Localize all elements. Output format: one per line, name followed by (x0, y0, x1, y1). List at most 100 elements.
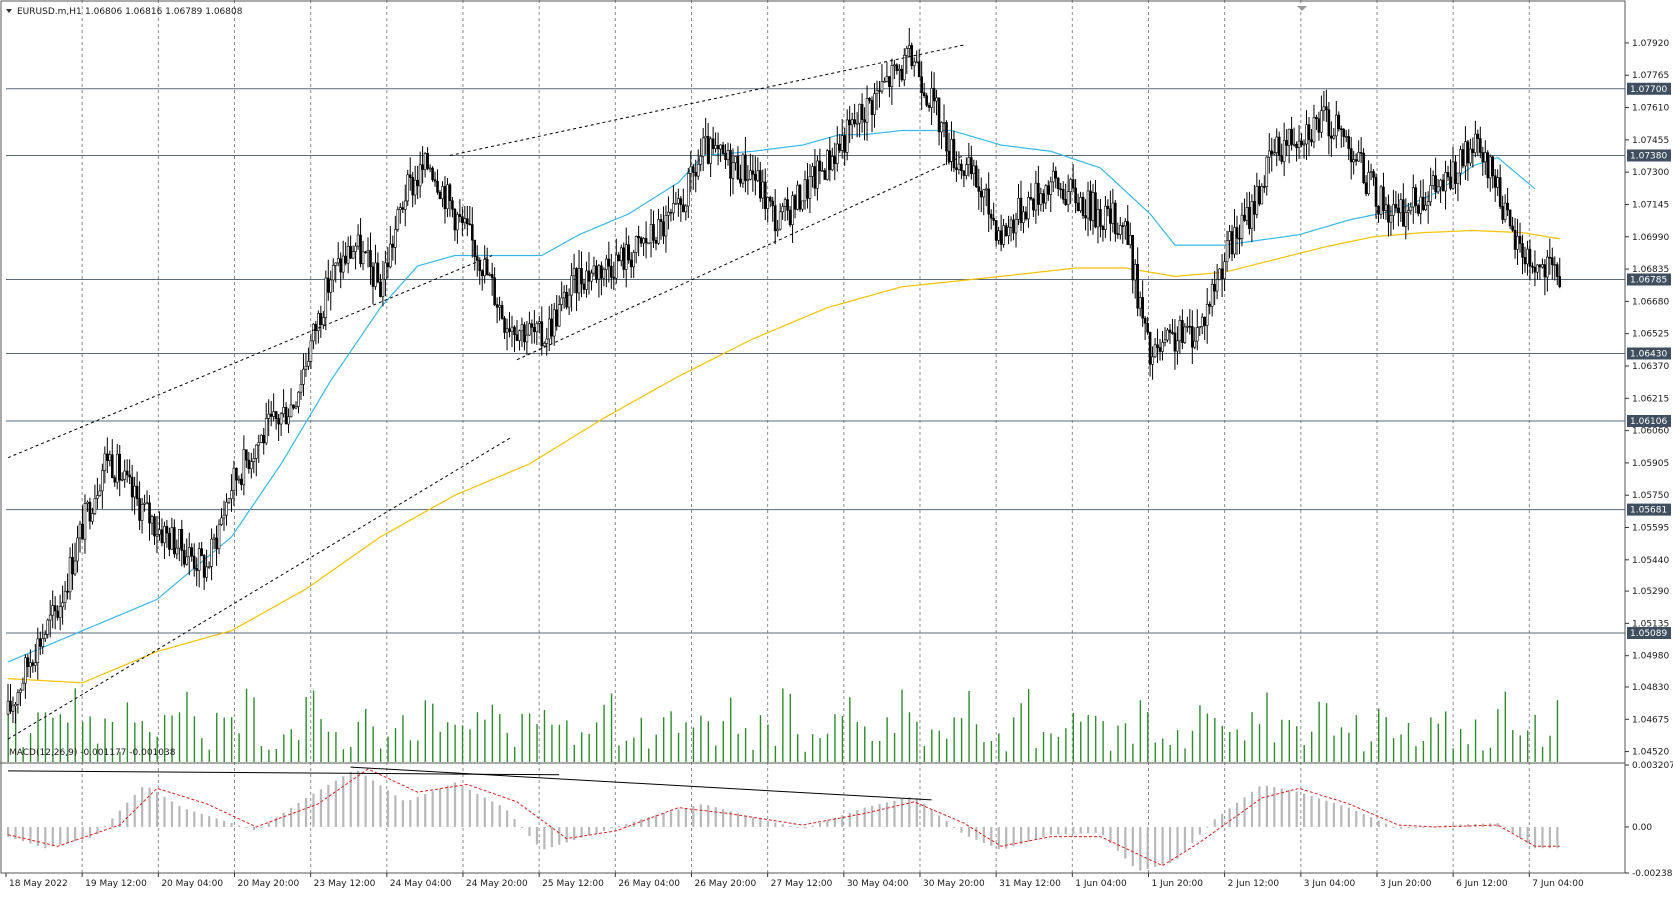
volume-bar (916, 721, 918, 762)
volume-bar (1467, 744, 1469, 762)
macd-histogram-bar (1079, 826, 1082, 834)
volume-bar (782, 688, 784, 762)
volume-bar (1013, 717, 1015, 762)
candle-body (6, 700, 10, 715)
candle-body (878, 90, 881, 92)
candle-body (1466, 141, 1470, 164)
macd-histogram-bar (1109, 826, 1112, 844)
candle-body (1029, 197, 1033, 200)
candle-body (207, 566, 211, 568)
macd-tick-label: -0.002383 (1632, 869, 1673, 879)
macd-histogram-bar (1355, 810, 1358, 827)
dropdown-arrow-icon[interactable] (6, 9, 12, 13)
macd-histogram-bar (900, 798, 904, 827)
candle-body (716, 145, 720, 150)
candle-body (1377, 206, 1380, 215)
volume-bar (1020, 703, 1022, 762)
candle-body (585, 270, 588, 290)
candle-body (1007, 227, 1010, 237)
candle-body (354, 245, 357, 252)
candle-body (860, 103, 864, 120)
macd-histogram-bar (178, 806, 181, 827)
macd-histogram-bar (185, 809, 188, 827)
candle-body (389, 243, 392, 268)
volume-bar (126, 702, 129, 762)
candle-body (796, 184, 799, 210)
macd-histogram-bar (111, 818, 114, 827)
volume-bar (1296, 726, 1298, 762)
candle-body (297, 391, 300, 407)
candle-body (160, 529, 164, 544)
candle-body (828, 150, 832, 171)
volume-bar (864, 726, 866, 762)
price-tick-label: 1.04830 (1632, 683, 1669, 693)
volume-bar (357, 721, 359, 762)
candle-body (1091, 192, 1095, 221)
candle-body (898, 68, 901, 71)
volume-bar (1437, 723, 1439, 762)
volume-bar (536, 724, 538, 762)
candle-body (138, 498, 141, 521)
candle-body (1446, 172, 1450, 178)
candle-body (284, 406, 288, 425)
candle-body (920, 76, 923, 93)
macd-histogram-bar (1519, 826, 1522, 839)
macd-histogram-bar (766, 820, 769, 827)
candle-body (619, 247, 623, 261)
moving-average-slow (7, 229, 1560, 684)
volume-bar (1318, 701, 1320, 762)
candle-body (1441, 179, 1445, 192)
volume-bar (1363, 751, 1365, 762)
candle-body (893, 64, 896, 67)
macd-histogram-bar (36, 826, 39, 846)
candle-body (1518, 235, 1522, 244)
volume-bar (588, 733, 590, 762)
candle-body (669, 211, 673, 214)
candle-body (1521, 243, 1524, 258)
chart-shift-marker-icon[interactable] (1297, 6, 1307, 11)
candle-body (1359, 152, 1363, 154)
volume-bar (320, 719, 322, 762)
macd-label: MACD(12,26,9) -0.001177 -0.001038 (9, 748, 176, 758)
macd-histogram-bar (163, 796, 166, 827)
macd-histogram-bar (1325, 800, 1328, 827)
volume-bar (625, 740, 628, 762)
candle-body (505, 328, 509, 333)
candle-body (1292, 143, 1296, 146)
trendlines[interactable] (7, 44, 965, 740)
candle-body (885, 76, 889, 82)
candle-body (746, 179, 750, 181)
macd-histogram-bar (1213, 819, 1216, 827)
volume-bar (923, 746, 926, 762)
macd-histogram-bar (1183, 826, 1187, 851)
candle-body (952, 138, 956, 169)
volume-bar (208, 749, 211, 762)
candle-body (1310, 139, 1313, 143)
time-tick-label: 1 Jun 20:00 (1151, 879, 1203, 889)
candle-body (58, 606, 62, 618)
volume-bar (1378, 708, 1380, 762)
candle-body (729, 150, 732, 179)
macd-histogram-bar (1116, 826, 1120, 851)
macd-histogram-bar (357, 770, 360, 827)
macd-histogram-bar (833, 817, 836, 827)
candle-body (997, 230, 1000, 241)
volume-bar (715, 745, 717, 762)
macd-histogram-bar (1332, 803, 1336, 827)
candle-body (356, 234, 360, 247)
volume-bar (700, 715, 702, 762)
candle-body (1481, 152, 1485, 163)
chart-header: EURUSD.m,H1 1.06806 1.06816 1.06789 1.06… (6, 7, 243, 17)
macd-histogram-bar (960, 826, 963, 833)
candle-body (518, 330, 521, 341)
candle-body (528, 323, 531, 336)
horizontal-levels[interactable]: 1.07700 1.07380 1.06785 1.06430 1.06106 1.056… (6, 82, 1671, 639)
candle-body (1176, 340, 1179, 352)
candle-body (818, 160, 822, 172)
volume-bar (946, 738, 948, 762)
macd-histogram-bar (1258, 786, 1261, 827)
candle-body (982, 189, 986, 198)
candle-body (801, 200, 804, 210)
candle-body (1434, 175, 1437, 193)
